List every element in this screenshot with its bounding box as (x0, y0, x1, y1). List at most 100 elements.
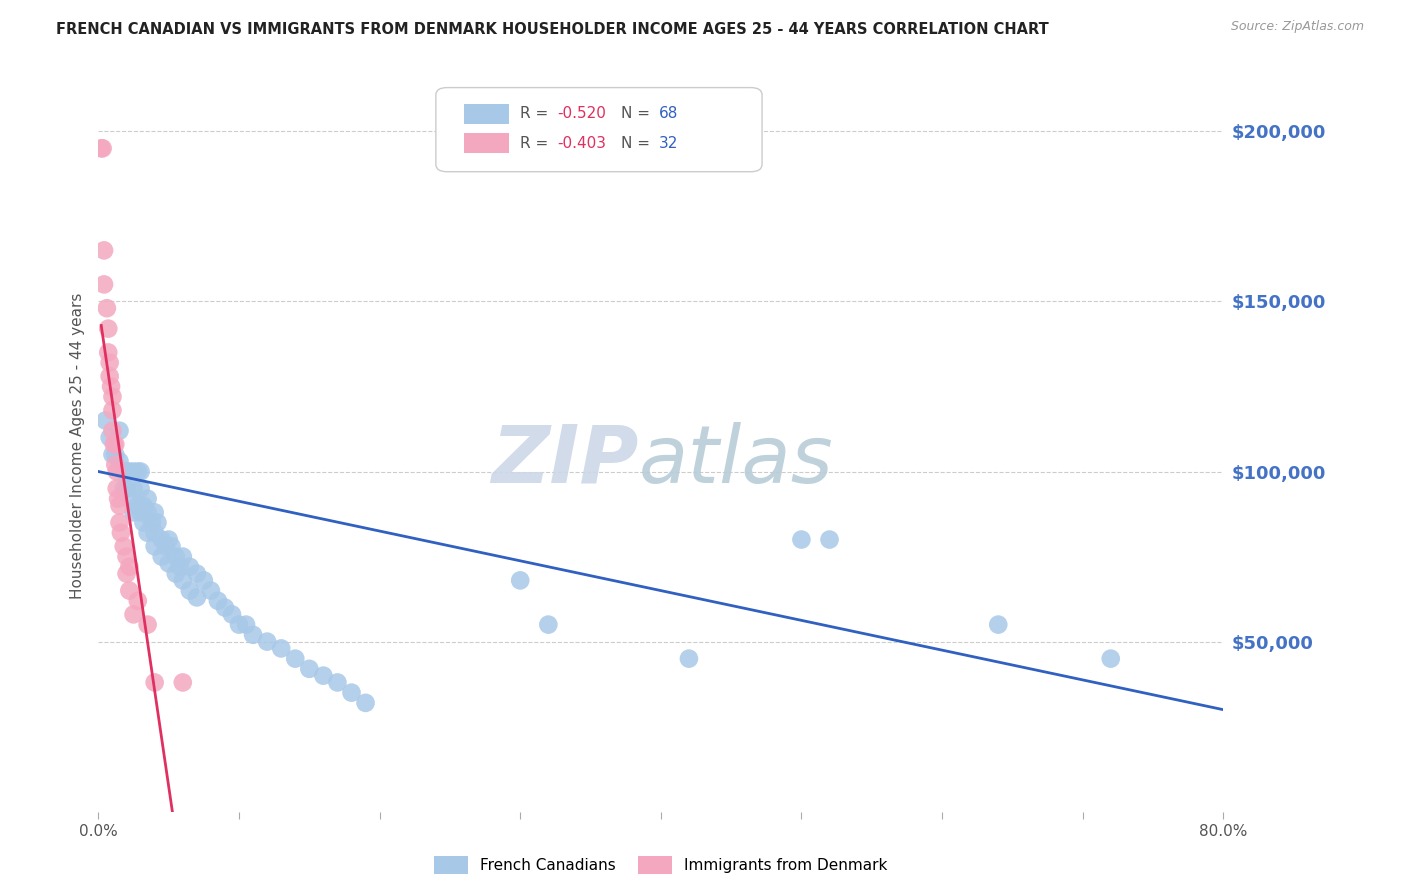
Point (169, 559, 191, 574)
Y-axis label: Householder Income Ages 25 - 44 years: Householder Income Ages 25 - 44 years (69, 293, 84, 599)
Bar (464, 133, 509, 153)
Point (136, 491, 159, 506)
Point (112, 482, 135, 496)
Point (298, 662, 321, 676)
Point (326, 675, 349, 690)
Point (179, 559, 201, 574)
Point (107, 491, 129, 506)
Point (155, 540, 177, 554)
Point (678, 651, 700, 665)
Point (150, 533, 173, 547)
Point (143, 505, 166, 519)
Point (118, 583, 141, 598)
Point (97, 345, 120, 359)
Point (101, 424, 124, 438)
Point (105, 465, 128, 479)
Point (537, 617, 560, 632)
Point (165, 566, 187, 581)
Point (143, 525, 166, 540)
Point (94, 413, 117, 427)
Legend: French Canadians, Immigrants from Denmark: French Canadians, Immigrants from Denmar… (427, 850, 894, 880)
Point (101, 448, 124, 462)
Point (172, 574, 194, 588)
Point (221, 607, 243, 622)
Point (186, 566, 208, 581)
Point (112, 465, 135, 479)
Point (129, 465, 152, 479)
Text: N =: N = (621, 136, 655, 151)
Text: FRENCH CANADIAN VS IMMIGRANTS FROM DENMARK HOUSEHOLDER INCOME AGES 25 - 44 YEARS: FRENCH CANADIAN VS IMMIGRANTS FROM DENMA… (56, 22, 1049, 37)
Point (157, 533, 180, 547)
Point (509, 574, 531, 588)
Point (101, 403, 124, 417)
Point (103, 437, 125, 451)
Point (108, 499, 131, 513)
Point (127, 594, 149, 608)
Point (270, 641, 292, 656)
Point (143, 540, 166, 554)
Point (98, 369, 121, 384)
Point (207, 594, 229, 608)
Point (93, 277, 115, 292)
Point (136, 525, 159, 540)
Point (115, 549, 138, 564)
Text: Source: ZipAtlas.com: Source: ZipAtlas.com (1230, 20, 1364, 33)
Point (108, 454, 131, 468)
Text: atlas: atlas (638, 422, 834, 500)
Point (108, 424, 131, 438)
Point (132, 516, 155, 530)
Text: N =: N = (621, 106, 655, 121)
Text: 32: 32 (658, 136, 678, 151)
Bar (464, 103, 509, 124)
Point (132, 499, 155, 513)
Point (1099, 651, 1122, 665)
Point (200, 583, 222, 598)
Point (127, 499, 149, 513)
Point (112, 540, 135, 554)
Point (122, 465, 145, 479)
Point (228, 617, 250, 632)
Point (98, 356, 121, 370)
Point (110, 525, 132, 540)
Text: 68: 68 (658, 106, 678, 121)
Point (104, 458, 127, 472)
Point (354, 696, 377, 710)
Point (118, 559, 141, 574)
Point (340, 686, 363, 700)
Text: R =: R = (520, 106, 554, 121)
Point (157, 557, 180, 571)
Text: ZIP: ZIP (491, 422, 638, 500)
Point (122, 607, 145, 622)
Point (160, 540, 183, 554)
Point (115, 465, 138, 479)
Point (150, 549, 173, 564)
Point (98, 430, 121, 444)
Point (186, 591, 208, 605)
Point (790, 533, 813, 547)
Point (100, 379, 122, 393)
Point (179, 583, 201, 598)
FancyBboxPatch shape (436, 87, 762, 171)
Point (136, 505, 159, 519)
Text: R =: R = (520, 136, 554, 151)
Point (172, 675, 194, 690)
Point (118, 491, 141, 506)
Point (284, 651, 307, 665)
Text: -0.520: -0.520 (557, 106, 606, 121)
Point (256, 634, 278, 648)
Point (165, 549, 187, 564)
Point (242, 628, 264, 642)
Point (312, 668, 335, 682)
Point (101, 390, 124, 404)
Point (105, 482, 128, 496)
Point (118, 465, 141, 479)
Point (104, 448, 127, 462)
Point (90, 141, 112, 155)
Point (129, 505, 152, 519)
Point (96, 301, 118, 316)
Point (172, 549, 194, 564)
Point (97, 321, 120, 335)
Point (214, 600, 236, 615)
Point (93, 244, 115, 258)
Point (235, 617, 257, 632)
